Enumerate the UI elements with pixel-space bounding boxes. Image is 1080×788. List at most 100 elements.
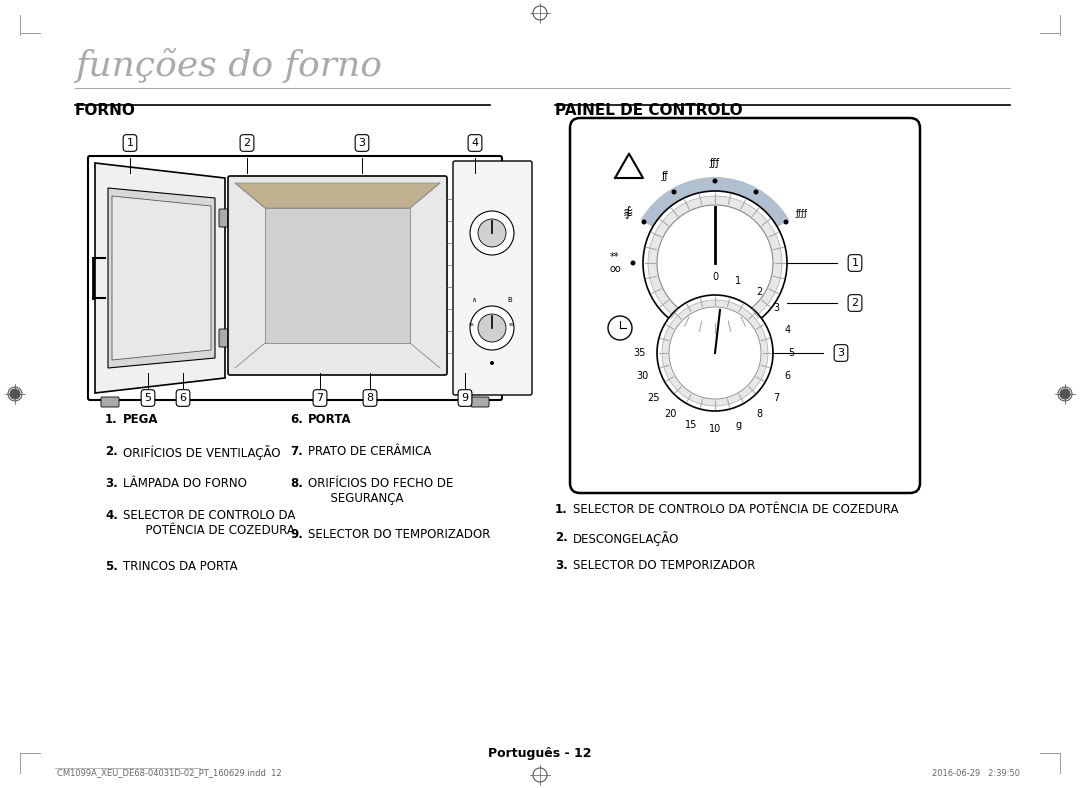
FancyBboxPatch shape: [471, 397, 489, 407]
FancyBboxPatch shape: [228, 176, 447, 375]
Text: 8: 8: [366, 393, 374, 403]
Polygon shape: [235, 183, 440, 208]
Text: 5.: 5.: [105, 560, 118, 573]
Text: 8.: 8.: [291, 477, 302, 490]
Text: 4.: 4.: [105, 509, 118, 522]
Text: ss: ss: [509, 322, 515, 327]
Circle shape: [10, 389, 21, 399]
Text: 5: 5: [145, 393, 151, 403]
Text: 2: 2: [757, 287, 762, 296]
Text: ORIFÍCIOS DO FECHO DE
      SEGURANÇA: ORIFÍCIOS DO FECHO DE SEGURANÇA: [308, 477, 454, 505]
Circle shape: [657, 295, 773, 411]
Text: 30: 30: [636, 371, 649, 381]
FancyBboxPatch shape: [219, 209, 229, 227]
Text: 7.: 7.: [291, 445, 302, 458]
Text: 2: 2: [243, 138, 251, 148]
Text: 1.: 1.: [105, 413, 118, 426]
Text: PORTA: PORTA: [308, 413, 352, 426]
FancyBboxPatch shape: [87, 156, 502, 400]
Text: PEGA: PEGA: [123, 413, 159, 426]
Circle shape: [490, 361, 494, 365]
Circle shape: [470, 306, 514, 350]
Text: 2.: 2.: [555, 531, 568, 544]
Text: SELECTOR DE CONTROLO DA
      POTÊNCIA DE COZEDURA: SELECTOR DE CONTROLO DA POTÊNCIA DE COZE…: [123, 509, 295, 537]
Text: SELECTOR DO TEMPORIZADOR: SELECTOR DO TEMPORIZADOR: [573, 559, 755, 572]
Text: 3: 3: [773, 303, 780, 314]
Circle shape: [1059, 389, 1070, 399]
Text: 7: 7: [316, 393, 324, 403]
Text: 35: 35: [633, 348, 645, 358]
Text: PRATO DE CERÂMICA: PRATO DE CERÂMICA: [308, 445, 431, 458]
Circle shape: [672, 189, 676, 195]
Text: 7: 7: [773, 392, 780, 403]
Text: 2016-06-29   2:39:50: 2016-06-29 2:39:50: [932, 768, 1020, 778]
FancyBboxPatch shape: [570, 118, 920, 493]
Text: FORNO: FORNO: [75, 103, 136, 118]
Text: DESCONGELAÇÃO: DESCONGELAÇÃO: [573, 531, 679, 546]
Circle shape: [470, 211, 514, 255]
Text: SELECTOR DE CONTROLO DA POTÊNCIA DE COZEDURA: SELECTOR DE CONTROLO DA POTÊNCIA DE COZE…: [573, 503, 899, 516]
Text: 15: 15: [686, 420, 698, 430]
Text: ∧: ∧: [472, 297, 476, 303]
Circle shape: [478, 219, 507, 247]
FancyBboxPatch shape: [102, 397, 119, 407]
Text: 10: 10: [708, 424, 721, 434]
Polygon shape: [95, 163, 225, 393]
Circle shape: [669, 307, 761, 399]
Text: 4: 4: [472, 138, 478, 148]
Text: ∫: ∫: [624, 206, 631, 220]
Text: 1.: 1.: [555, 503, 568, 516]
Polygon shape: [108, 188, 215, 368]
Polygon shape: [112, 196, 211, 360]
Text: ƒƒƒƒ: ƒƒƒƒ: [796, 209, 808, 217]
Text: 6.: 6.: [291, 413, 302, 426]
Circle shape: [783, 220, 788, 225]
Text: 3: 3: [837, 348, 845, 358]
Text: 3.: 3.: [105, 477, 118, 490]
Text: 5: 5: [788, 348, 794, 358]
Text: 0: 0: [712, 272, 718, 282]
Circle shape: [648, 196, 782, 330]
Text: B: B: [508, 297, 512, 303]
FancyBboxPatch shape: [453, 161, 532, 395]
Text: 9.: 9.: [291, 528, 302, 541]
Text: Português - 12: Português - 12: [488, 746, 592, 760]
Text: CM1099A_XEU_DE68-04031D-02_PT_160629.indd  12: CM1099A_XEU_DE68-04031D-02_PT_160629.ind…: [57, 768, 282, 778]
Circle shape: [478, 314, 507, 342]
Circle shape: [608, 316, 632, 340]
Text: LÂMPADA DO FORNO: LÂMPADA DO FORNO: [123, 477, 247, 490]
Text: 6: 6: [179, 393, 187, 403]
Text: SELECTOR DO TEMPORIZADOR: SELECTOR DO TEMPORIZADOR: [308, 528, 490, 541]
Text: 25: 25: [647, 392, 660, 403]
Circle shape: [642, 220, 647, 225]
Text: TRINCOS DA PORTA: TRINCOS DA PORTA: [123, 560, 238, 573]
Text: ƒƒ: ƒƒ: [662, 171, 669, 181]
Text: 6: 6: [784, 371, 791, 381]
Circle shape: [754, 189, 758, 195]
Polygon shape: [265, 208, 410, 343]
Text: 2: 2: [851, 298, 859, 308]
Text: ƒƒƒ: ƒƒƒ: [710, 158, 720, 168]
Text: 1: 1: [851, 258, 859, 268]
Circle shape: [631, 261, 635, 266]
Text: PAINEL DE CONTROLO: PAINEL DE CONTROLO: [555, 103, 743, 118]
FancyBboxPatch shape: [219, 329, 229, 347]
Circle shape: [657, 205, 773, 321]
Circle shape: [643, 191, 787, 335]
Text: 8: 8: [757, 410, 762, 419]
Circle shape: [662, 300, 768, 406]
Text: ORIFÍCIOS DE VENTILAÇÃO: ORIFÍCIOS DE VENTILAÇÃO: [123, 445, 281, 460]
Text: 3.: 3.: [555, 559, 568, 572]
Text: funções do forno: funções do forno: [75, 48, 382, 83]
Circle shape: [713, 179, 717, 184]
Text: 9: 9: [461, 393, 469, 403]
Text: 4: 4: [784, 325, 791, 335]
Text: **
oo: ** oo: [609, 252, 621, 273]
Text: 20: 20: [664, 410, 676, 419]
Text: 1: 1: [126, 138, 134, 148]
Text: ≋: ≋: [623, 206, 633, 220]
Text: ss: ss: [469, 322, 475, 327]
Text: 1: 1: [735, 276, 742, 286]
Text: g: g: [735, 420, 742, 430]
Text: 3: 3: [359, 138, 365, 148]
